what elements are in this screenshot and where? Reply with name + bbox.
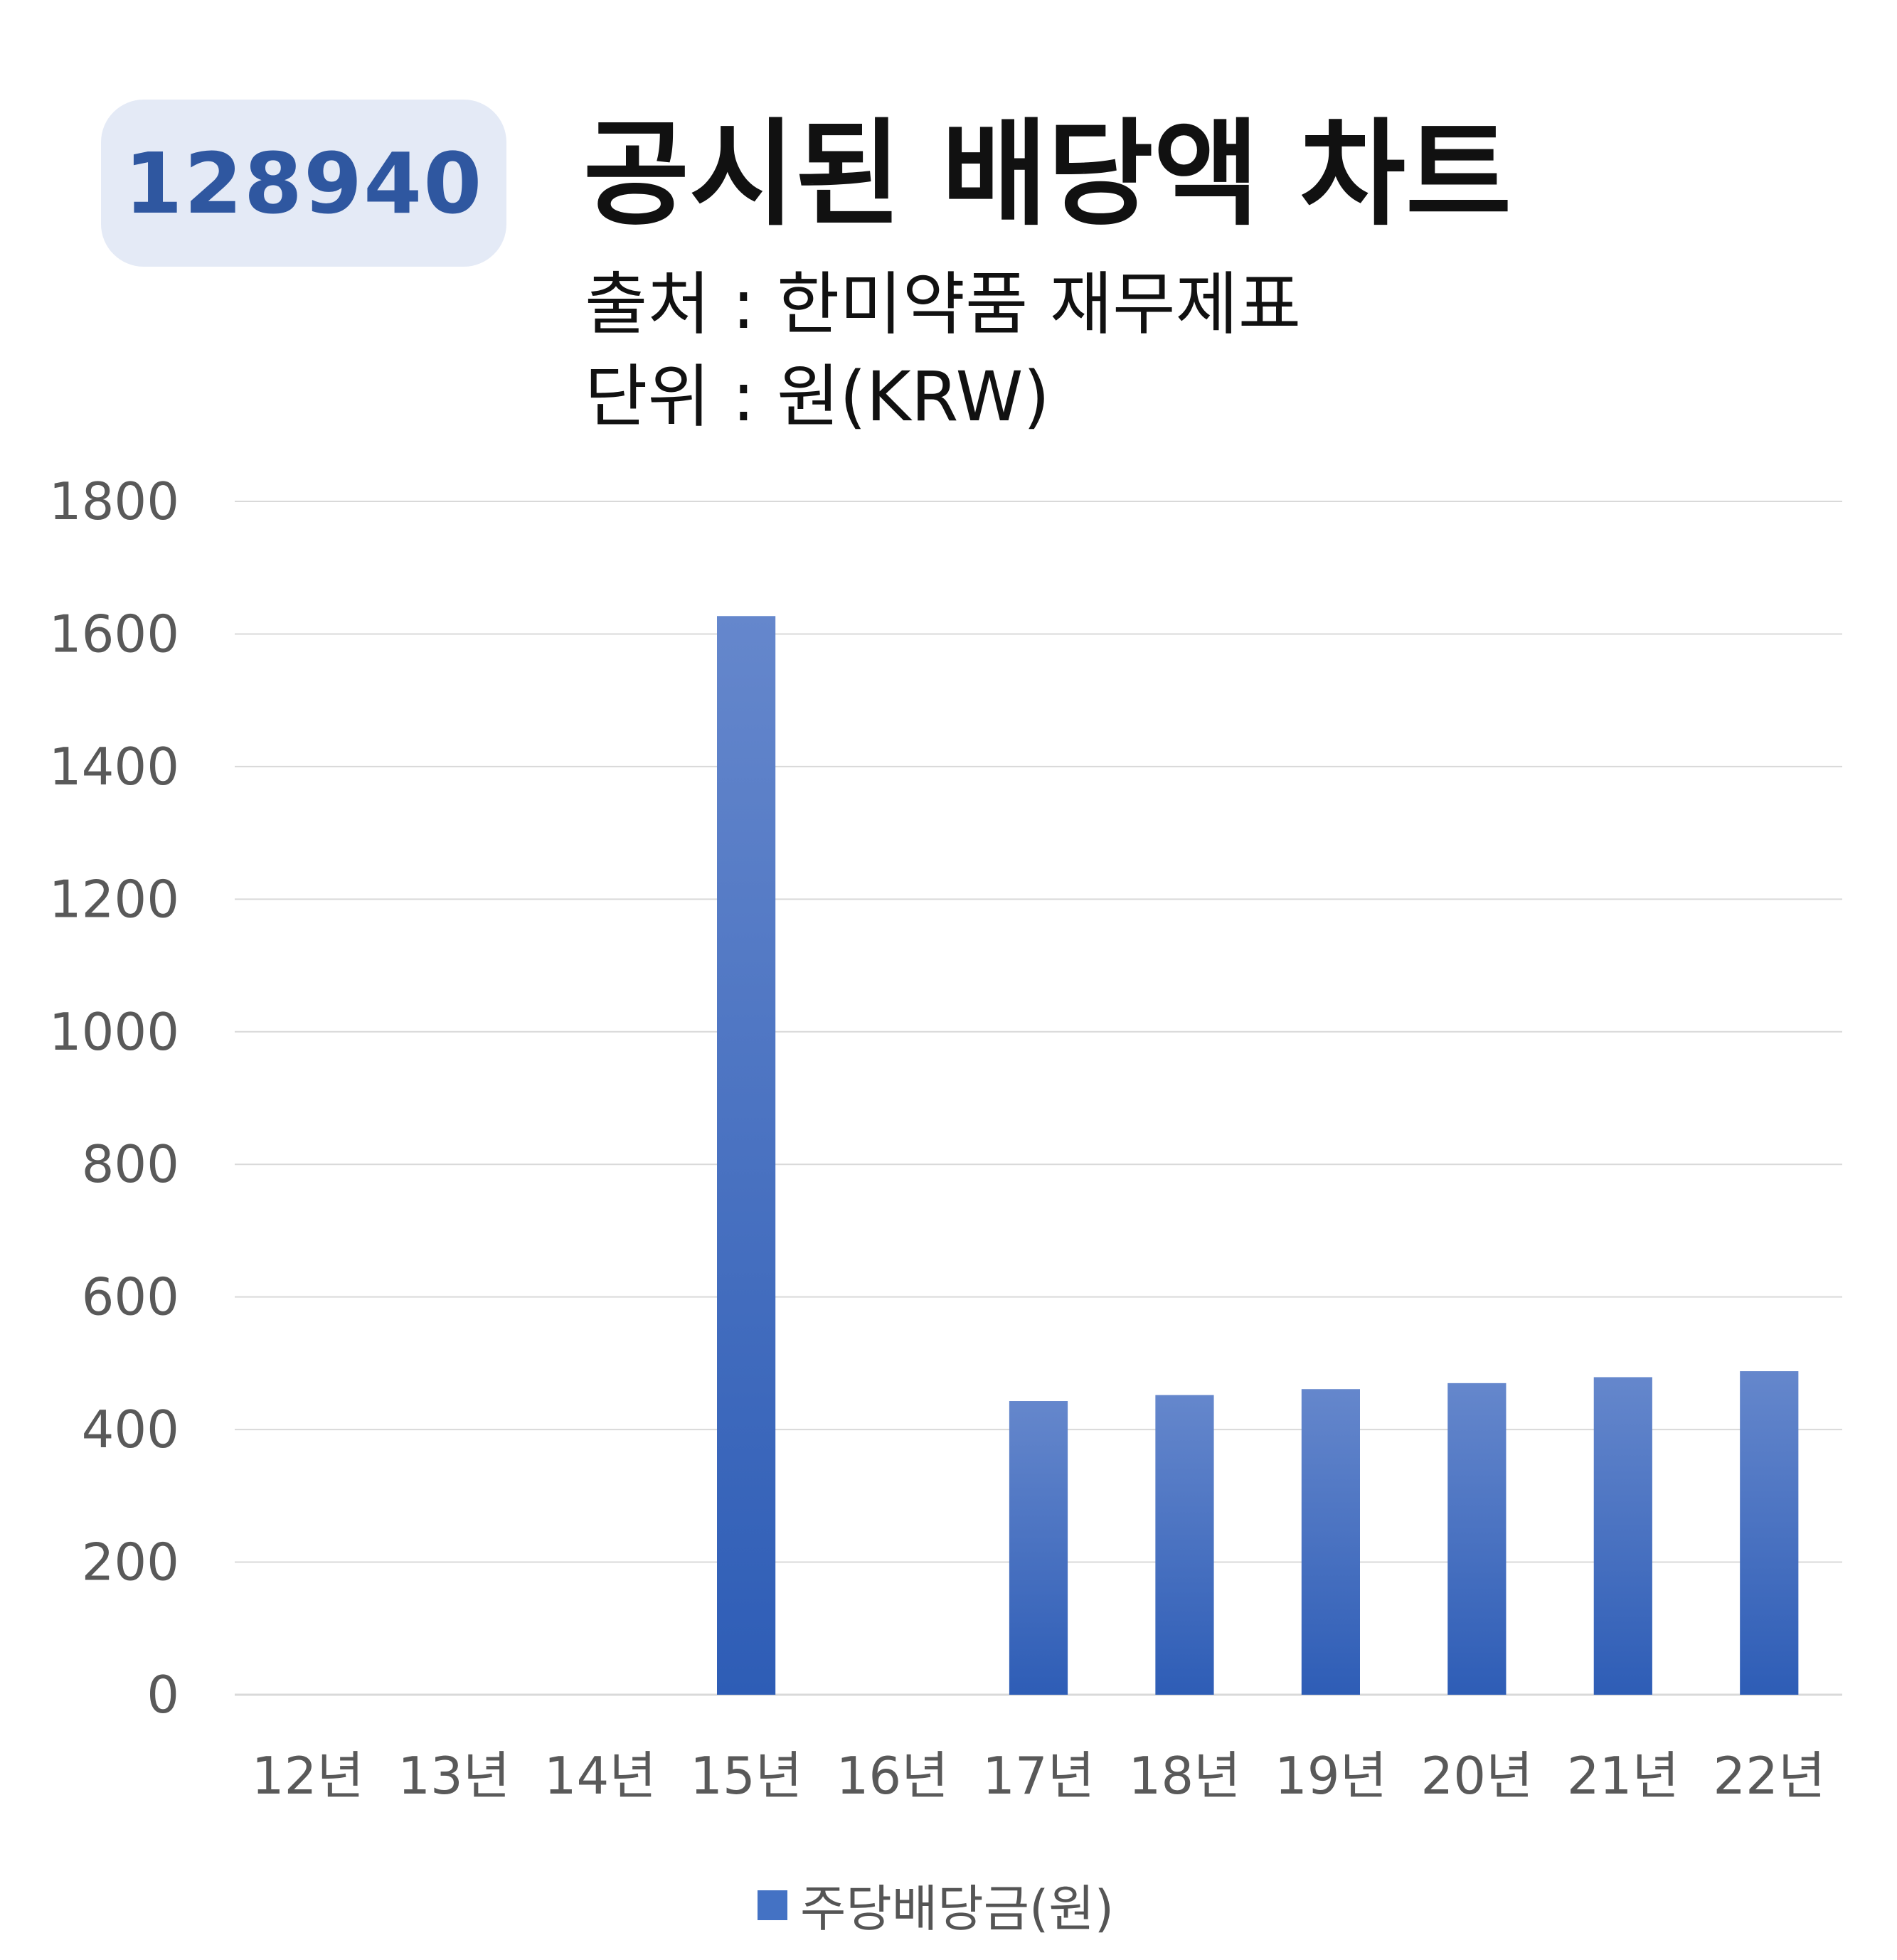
x-tick-label: 21년	[1567, 1746, 1679, 1806]
source-label: 출처 : 한미약품 재무제표	[585, 265, 1302, 344]
y-tick-label: 1200	[49, 869, 179, 929]
stock-code-badge: 128940	[101, 100, 506, 267]
y-tick-label: 1600	[49, 604, 179, 664]
bar-22년	[1740, 1371, 1799, 1695]
x-tick-label: 14년	[544, 1746, 657, 1806]
y-tick-label: 1800	[49, 472, 179, 531]
bar-15년	[717, 616, 776, 1695]
y-tick-label: 600	[82, 1267, 179, 1327]
x-tick-label: 16년	[836, 1746, 949, 1806]
x-tick-label: 18년	[1129, 1746, 1241, 1806]
y-tick-label: 800	[82, 1134, 179, 1194]
bar-19년	[1301, 1389, 1360, 1695]
x-tick-label: 22년	[1713, 1746, 1825, 1806]
x-tick-label: 19년	[1275, 1746, 1387, 1806]
y-tick-label: 200	[82, 1533, 179, 1592]
x-tick-label: 12년	[252, 1746, 364, 1806]
y-tick-label: 1000	[49, 1002, 179, 1062]
y-tick-label: 0	[147, 1665, 179, 1725]
bar-18년	[1155, 1395, 1214, 1695]
x-tick-label: 15년	[690, 1746, 802, 1806]
bar-21년	[1593, 1377, 1652, 1695]
bar-17년	[1009, 1401, 1068, 1695]
y-tick-label: 1400	[49, 737, 179, 797]
x-tick-label: 13년	[398, 1746, 510, 1806]
x-axis-ticks: 12년 13년 14년 15년 16년 17년 18년 19년 20년 21년 22년	[252, 1746, 1825, 1806]
chart-title: 공시된 배당액 차트	[583, 108, 1512, 242]
legend: 주당배당금(원)	[758, 1869, 1114, 1941]
bar-20년	[1447, 1383, 1507, 1695]
y-axis-ticks: 0 200 400 600 800 1000 1200 1400 1600 1800	[49, 472, 179, 1725]
y-tick-label: 400	[82, 1400, 179, 1459]
stock-code: 128940	[124, 134, 484, 233]
unit-label: 단위 : 원(KRW)	[585, 357, 1050, 437]
legend-label: 주당배당금(원)	[800, 1880, 1115, 1938]
bars	[717, 616, 1799, 1695]
legend-swatch	[758, 1890, 787, 1920]
x-tick-label: 17년	[982, 1746, 1095, 1806]
x-tick-label: 20년	[1420, 1746, 1533, 1806]
